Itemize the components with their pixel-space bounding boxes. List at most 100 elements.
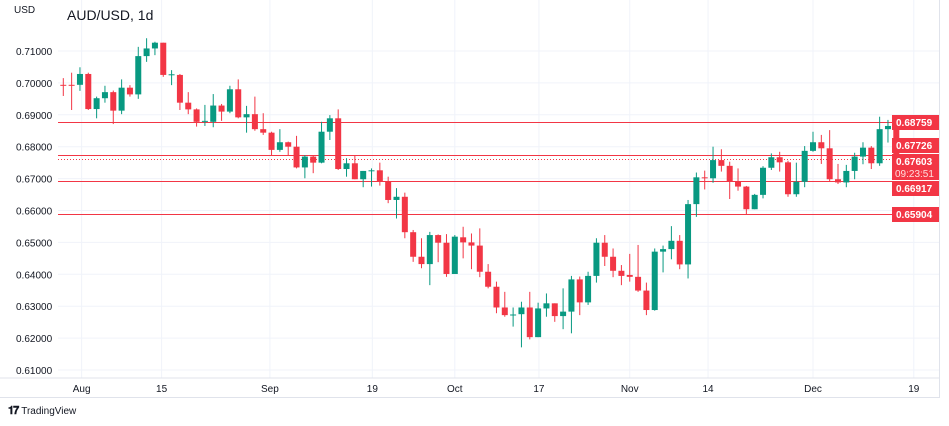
candle-down bbox=[85, 73, 92, 110]
candle-down bbox=[635, 276, 642, 291]
candle-down bbox=[551, 303, 558, 317]
tradingview-attribution[interactable]: 𝟏𝟕 TradingView bbox=[8, 405, 76, 418]
candle-down bbox=[868, 147, 875, 164]
candle-up bbox=[751, 194, 758, 210]
candle-up bbox=[451, 236, 458, 274]
candle-up bbox=[93, 98, 100, 110]
candle-up bbox=[568, 279, 575, 312]
candle-down bbox=[410, 232, 417, 257]
candle-down bbox=[618, 270, 625, 276]
tradingview-brand: TradingView bbox=[21, 406, 77, 417]
candle-down bbox=[235, 89, 242, 118]
price-label-box bbox=[892, 138, 939, 153]
x-tick-label: 19 bbox=[367, 384, 379, 395]
candle-down bbox=[351, 163, 358, 180]
y-tick-label: 0.63000 bbox=[16, 302, 53, 313]
y-tick-label: 0.64000 bbox=[16, 270, 53, 281]
y-tick-label: 0.68000 bbox=[16, 143, 53, 154]
candle-up bbox=[326, 118, 333, 132]
x-tick-label: Aug bbox=[73, 384, 91, 395]
y-tick-label: 0.65000 bbox=[16, 238, 53, 249]
candle-up bbox=[343, 163, 350, 170]
candle-down bbox=[110, 92, 117, 111]
candle-up bbox=[226, 89, 233, 112]
candle-down bbox=[218, 105, 225, 112]
candle-down bbox=[376, 170, 383, 182]
current-price-label: 0.67603 bbox=[896, 157, 933, 168]
y-tick-label: 0.66000 bbox=[16, 207, 53, 218]
candle-up bbox=[76, 73, 83, 85]
candle-down bbox=[610, 256, 617, 271]
y-tick-label: 0.69000 bbox=[16, 111, 53, 122]
candle-up bbox=[118, 87, 125, 111]
candle-down bbox=[776, 157, 783, 163]
candle-up bbox=[760, 167, 767, 195]
candle-up bbox=[693, 177, 700, 205]
candle-down bbox=[785, 162, 792, 195]
candle-down bbox=[460, 237, 467, 243]
y-tick-label: 0.67000 bbox=[16, 175, 53, 186]
candle-down bbox=[476, 245, 483, 272]
candle-up bbox=[668, 240, 675, 250]
candle-down bbox=[160, 42, 167, 75]
candle-down bbox=[285, 142, 292, 147]
x-tick-label: Oct bbox=[447, 384, 463, 395]
candle-up bbox=[801, 150, 808, 182]
y-tick-label: 0.70000 bbox=[16, 79, 53, 90]
candle-up bbox=[651, 251, 658, 311]
candle-up bbox=[143, 48, 150, 57]
candle-down bbox=[676, 240, 683, 265]
candle-down bbox=[626, 274, 633, 277]
candle-down bbox=[718, 160, 725, 166]
candle-up bbox=[368, 170, 375, 172]
candle-up bbox=[585, 275, 592, 303]
candle-up bbox=[151, 42, 158, 49]
candle-up bbox=[768, 157, 775, 168]
x-tick-label: Sep bbox=[261, 384, 279, 395]
candle-up bbox=[660, 249, 667, 252]
y-tick-label: 0.61000 bbox=[16, 366, 53, 377]
candle-up bbox=[876, 129, 883, 164]
candle-down bbox=[818, 142, 825, 149]
current-price-label-box bbox=[892, 154, 939, 180]
price-label: 0.65904 bbox=[896, 210, 933, 221]
candle-down bbox=[335, 118, 342, 170]
candle-down bbox=[735, 181, 742, 187]
candle-up bbox=[851, 156, 858, 171]
candle-up bbox=[535, 308, 542, 338]
candle-down bbox=[68, 84, 75, 86]
candle-down bbox=[485, 271, 492, 287]
candle-down bbox=[401, 196, 408, 233]
candle-down bbox=[176, 74, 183, 103]
chart-frame bbox=[0, 0, 940, 398]
candle-down bbox=[293, 146, 300, 168]
x-tick-label: 17 bbox=[533, 384, 545, 395]
x-tick-label: 19 bbox=[908, 384, 920, 395]
candle-down bbox=[60, 84, 67, 86]
price-label: 0.67726 bbox=[896, 141, 933, 152]
candle-up bbox=[276, 142, 283, 150]
candle-up bbox=[318, 131, 325, 163]
candle-down bbox=[501, 307, 508, 316]
price-label-box bbox=[892, 115, 939, 130]
candlestick-chart[interactable]: 0.71000 0.70000 0.69000 0.68000 0.67000 0.660… bbox=[0, 0, 949, 400]
candle-up bbox=[135, 56, 142, 95]
candle-down bbox=[435, 235, 442, 243]
candle-down bbox=[185, 102, 192, 110]
y-tick-label: 0.71000 bbox=[16, 47, 53, 58]
chart-title: AUD/USD, 1d bbox=[67, 7, 154, 23]
x-tick-label: Nov bbox=[621, 384, 639, 395]
candle-down bbox=[468, 242, 475, 246]
candle-down bbox=[385, 181, 392, 200]
candle-up bbox=[859, 147, 866, 157]
candle-up bbox=[843, 170, 850, 183]
candle-up bbox=[426, 235, 433, 265]
candle-up bbox=[243, 114, 250, 118]
candle-up bbox=[810, 142, 816, 151]
candle-up bbox=[168, 74, 175, 76]
candle-up bbox=[101, 92, 108, 99]
candle-up bbox=[884, 125, 891, 130]
candle-down bbox=[726, 165, 733, 182]
candle-down bbox=[834, 179, 841, 183]
y-tick-label: 0.62000 bbox=[16, 334, 53, 345]
